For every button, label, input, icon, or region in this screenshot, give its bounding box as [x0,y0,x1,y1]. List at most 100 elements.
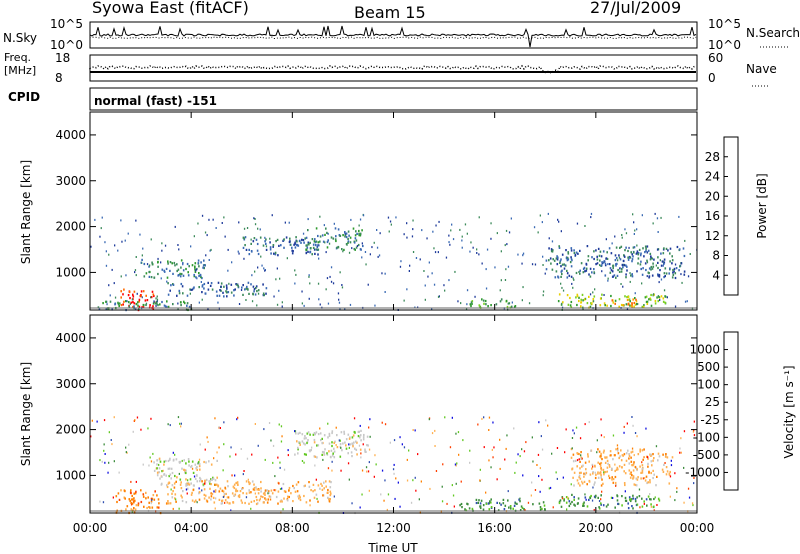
scatter-cell [539,508,542,511]
scatter-cell [669,267,671,270]
scatter-cell [181,467,183,470]
scatter-cell [151,506,154,509]
scatter-cell [308,275,310,278]
scatter-cell [641,305,644,308]
scatter-cell [178,472,180,475]
scatter-cell [505,268,507,271]
scatter-cell [459,504,461,507]
scatter-cell [514,502,517,505]
scatter-cell [134,499,136,502]
scatter-cell [505,229,508,232]
scatter-cell [656,504,658,506]
scatter-cell [321,437,323,440]
colorbar-tick-label: 4 [712,268,720,282]
scatter-cell [615,246,618,249]
scatter-cell [567,251,569,254]
scatter-cell [180,494,182,497]
scatter-cell [146,299,149,302]
scatter-cell [647,495,650,498]
scatter-cell [96,420,98,423]
scatter-cell [679,265,681,268]
scatter-cell [566,259,569,262]
scatter-cell [647,456,649,459]
scatter-cell [175,458,178,461]
scatter-cell [227,269,229,272]
scatter-cell [563,263,565,266]
scatter-cell [609,267,612,270]
scatter-cell [534,263,537,266]
scatter-cell [601,478,603,481]
scatter-cell [233,289,235,292]
scatter-cell [565,496,568,499]
scatter-cell [195,268,198,271]
scatter-cell [631,275,634,278]
scatter-cell [560,258,562,261]
scatter-cell [359,436,361,439]
scatter-cell [190,245,192,248]
scatter-cell [186,487,189,490]
scatter-cell [693,482,695,485]
scatter-cell [179,478,182,481]
scatter-cell [600,476,602,479]
scatter-cell [337,292,340,295]
scatter-cell [291,246,293,249]
scatter-cell [646,481,648,485]
scatter-cell [406,222,408,225]
scatter-cell [375,463,377,466]
scatter-cell [329,486,332,489]
scatter-cell [625,246,627,249]
scatter-cell [604,461,607,464]
scatter-cell [539,490,541,493]
scatter-cell [258,488,260,491]
scatter-cell [558,245,560,248]
scatter-cell [362,438,365,441]
scatter-cell [637,262,639,265]
scatter-cell [569,304,572,307]
scatter-cell [349,303,352,306]
scatter-cell [128,443,130,446]
scatter-cell [663,276,665,279]
scatter-cell [347,240,350,243]
scatter-cell [464,508,466,511]
scatter-cell [634,465,637,469]
scatter-cell [600,462,602,465]
scatter-cell [652,469,654,472]
scatter-cell [347,241,349,244]
scatter-cell [669,495,671,498]
scatter-cell [644,296,647,299]
scatter-cell [479,479,481,482]
scatter-cell [186,482,188,485]
scatter-cell [201,480,203,483]
scatter-cell [118,471,120,474]
scatter-cell [325,227,327,230]
scatter-cell [345,236,348,239]
scatter-cell [572,460,575,463]
scatter-cell [399,265,402,268]
scatter-cell [242,293,244,296]
scatter-cell [660,295,663,298]
scatter-cell [626,269,628,272]
scatter-cell [148,464,150,467]
scatter-cell [279,466,281,469]
scatter-cell [657,452,660,455]
scatter-cell [355,448,358,451]
scatter-cell [560,230,562,233]
scatter-cell [295,236,297,239]
scatter-cell [431,308,433,311]
scatter-cell [156,494,158,497]
scatter-cell [558,220,560,223]
scatter-cell [348,446,350,449]
scatter-cell [282,508,284,511]
scatter-cell [620,270,623,273]
scatter-cell [574,253,577,256]
scatter-cell [384,291,386,293]
scatter-cell [607,263,609,266]
scatter-cell [455,482,457,485]
scatter-cell [328,432,331,435]
scatter-cell [414,476,416,479]
scatter-cell [198,498,201,501]
scatter-cell [581,293,584,296]
scatter-cell [180,481,182,484]
scatter-cell [691,502,694,505]
